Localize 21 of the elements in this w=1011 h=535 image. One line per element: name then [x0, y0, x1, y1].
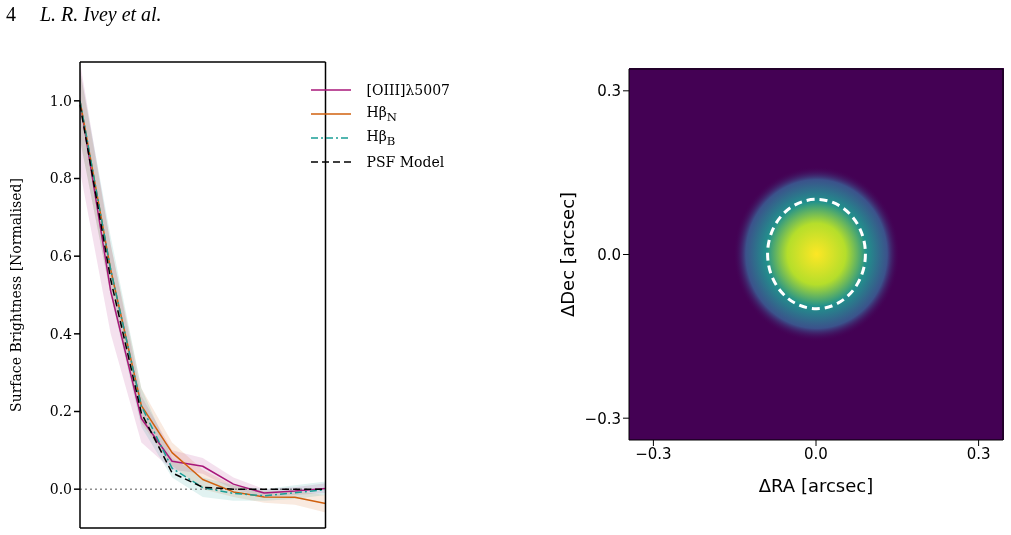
y-tick-label: 0.2	[49, 403, 72, 420]
text: 4	[6, 3, 16, 25]
y-tick-label: 0.8	[49, 170, 72, 187]
x-tick-label: 0.0	[804, 444, 828, 463]
y-tick-label: −0.3	[584, 409, 621, 428]
x-axis-title: ΔRA [arcsec]	[758, 475, 874, 496]
x-tick-label: 0.3	[966, 444, 991, 463]
legend-label: [OIII]λ5007	[366, 82, 450, 98]
y-axis-title: Surface Brightness [Normalised]	[7, 178, 24, 412]
legend-label: PSF Model	[366, 154, 445, 170]
y-tick-label: 1.0	[49, 92, 72, 109]
y-tick-label: 0.4	[49, 325, 73, 342]
text: L. R. Ivey et al.	[40, 3, 162, 25]
y-axis-title: ΔDec [arcsec]	[557, 191, 579, 318]
x-tick-label: −0.3	[635, 444, 672, 463]
legend-label: Hβ$_{N}$	[366, 104, 398, 124]
y-tick-label: 0.0	[49, 481, 72, 498]
y-tick-label: 0.6	[49, 248, 73, 265]
y-tick-label: 0.0	[597, 245, 621, 264]
y-tick-label: 0.3	[597, 82, 621, 101]
legend-label: Hβ$_{B}$	[366, 128, 396, 148]
